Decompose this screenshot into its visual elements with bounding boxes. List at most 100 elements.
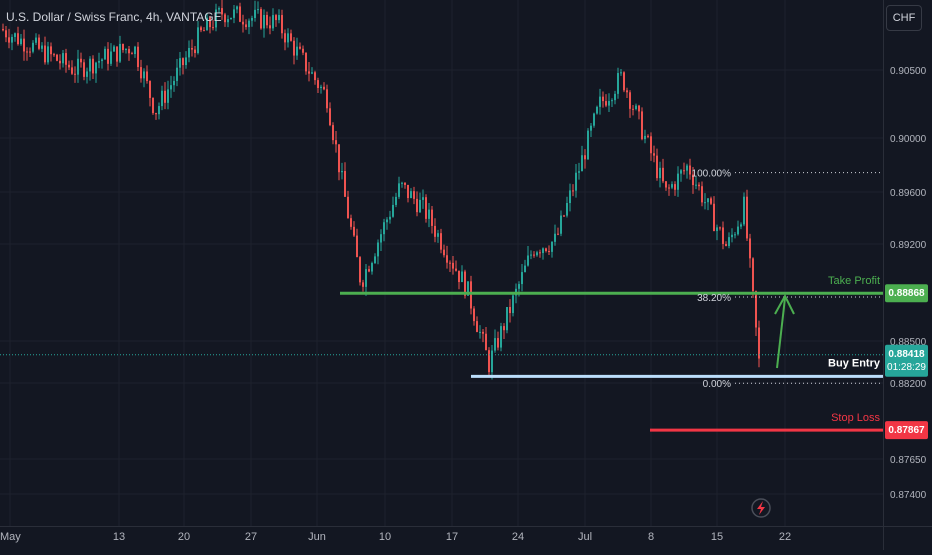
candle-body [689, 165, 691, 175]
candle [17, 26, 19, 46]
candle-body [716, 227, 718, 232]
candle-body [614, 93, 616, 101]
candle-body [275, 15, 277, 21]
candle [602, 91, 604, 108]
candle [8, 28, 10, 49]
currency-button[interactable]: CHF [886, 5, 922, 31]
candle [26, 47, 28, 61]
y-tick-label: 0.90500 [890, 66, 927, 77]
candle-body [551, 241, 553, 252]
fib-level-label: 0.00% [703, 379, 731, 390]
candle-body [440, 233, 442, 250]
candle [242, 14, 244, 33]
candle-body [674, 184, 676, 190]
candle-body [659, 167, 661, 179]
y-tick-label: 0.87650 [890, 455, 927, 466]
candle-body [635, 105, 637, 110]
candle-body [725, 243, 727, 246]
candle-body [308, 71, 310, 74]
candle-body [521, 272, 523, 285]
candle [668, 184, 670, 196]
candle-body [173, 80, 175, 86]
current-price-badge-text: 01:28:29 [887, 362, 926, 373]
candle [587, 128, 589, 160]
candle [680, 168, 682, 182]
candle-body [134, 46, 136, 55]
x-tick-label: 10 [379, 531, 391, 543]
x-tick-label: 22 [779, 531, 791, 543]
candle-body [164, 90, 166, 103]
candle [326, 84, 328, 113]
candle-body [683, 170, 685, 172]
candle [452, 255, 454, 275]
candle-body [758, 327, 760, 359]
candle-body [581, 155, 583, 172]
candle-body [95, 62, 97, 74]
candle-body [29, 51, 31, 53]
candle-body [464, 271, 466, 296]
candle-body [167, 89, 169, 103]
candle [272, 8, 274, 32]
candle [170, 75, 172, 98]
candle-body [371, 263, 373, 272]
candle [281, 9, 283, 39]
candle [611, 98, 613, 107]
candle [284, 29, 286, 51]
candle [200, 25, 202, 33]
candle-body [500, 326, 502, 348]
candle [584, 149, 586, 169]
candle-body [665, 181, 667, 188]
y-tick-label: 0.89600 [890, 188, 927, 199]
candle-body [365, 269, 367, 287]
candle-body [35, 37, 37, 43]
candle-body [737, 226, 739, 235]
candle-body [419, 199, 421, 213]
candle [317, 77, 319, 93]
candle [56, 53, 58, 62]
candle [635, 103, 637, 111]
candle-body [719, 227, 721, 229]
candle [638, 104, 640, 120]
candle-body [530, 254, 532, 256]
candle-body [620, 72, 622, 74]
candle-body [632, 108, 634, 110]
candle [428, 202, 430, 228]
candle [53, 52, 55, 57]
candle [704, 193, 706, 210]
candle [239, 2, 241, 23]
candle [377, 239, 379, 265]
candle-body [518, 284, 520, 289]
candle [629, 90, 631, 118]
candle-body [290, 33, 292, 41]
candle-body [176, 67, 178, 81]
candle-body [101, 59, 103, 62]
candle [455, 260, 457, 272]
candle-body [461, 271, 463, 283]
candle [686, 163, 688, 179]
candle-body [17, 33, 19, 45]
candle [311, 67, 313, 75]
candle-body [242, 21, 244, 25]
candle-body [605, 101, 607, 106]
candle-body [83, 62, 85, 77]
candle-body [704, 202, 706, 204]
candle [386, 217, 388, 230]
candle [257, 1, 259, 14]
candle [422, 189, 424, 209]
candle [44, 36, 46, 65]
candle [221, 0, 223, 20]
candle-body [98, 61, 100, 63]
chart-title: U.S. Dollar / Swiss Franc, 4h, VANTAGE [6, 10, 222, 24]
candle [542, 247, 544, 260]
candle [158, 102, 160, 120]
candle [260, 7, 262, 30]
candle-body [401, 182, 403, 184]
candle-body [686, 165, 688, 171]
stop-loss-price-badge: 0.87867 [885, 421, 928, 440]
fib-level-label: 100.00% [692, 169, 732, 180]
candle [347, 190, 349, 219]
candle-body [227, 19, 229, 23]
